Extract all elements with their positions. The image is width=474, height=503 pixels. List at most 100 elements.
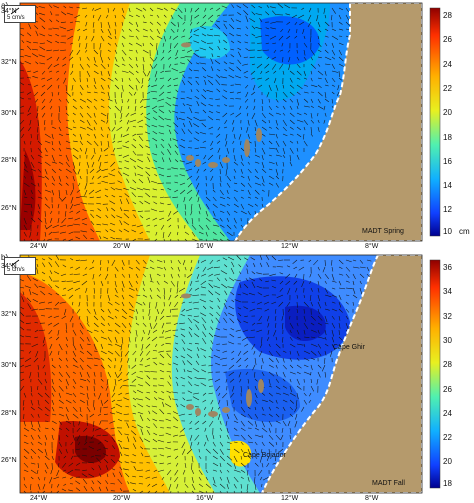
current-vector-arrow: [172, 411, 179, 415]
current-vector-arrow: [289, 357, 293, 362]
current-vector-arrow: [195, 175, 200, 181]
current-vector-arrow: [151, 84, 158, 87]
current-vector-arrow: [156, 266, 163, 269]
current-vector-arrow: [64, 308, 67, 316]
current-vector-arrow: [323, 105, 326, 111]
current-vector-arrow: [259, 18, 263, 23]
current-vector-arrow: [188, 301, 193, 303]
current-vector-arrow: [240, 441, 244, 446]
scale-label: 5 cm/s: [7, 15, 25, 21]
current-vector-arrow: [156, 14, 160, 18]
current-vector-arrow: [86, 392, 89, 400]
lat-label: 34°N: [1, 263, 17, 270]
lat-label: 32°N: [1, 59, 17, 66]
current-vector-arrow: [100, 105, 105, 108]
current-vector-arrow: [114, 322, 121, 328]
current-vector-arrow: [23, 224, 28, 231]
current-vector-arrow: [191, 490, 195, 493]
current-vector-arrow: [79, 56, 81, 61]
current-vector-arrow: [289, 154, 291, 162]
current-vector-arrow: [296, 147, 299, 152]
current-vector-arrow: [225, 54, 228, 58]
current-vector-arrow: [303, 35, 306, 39]
colorbar-tick: 26: [443, 385, 452, 394]
current-vector-arrow: [132, 126, 137, 128]
current-vector-arrow: [76, 434, 81, 441]
current-vector-arrow: [100, 329, 104, 334]
current-vector-arrow: [70, 70, 74, 75]
current-vector-arrow: [233, 420, 239, 424]
current-vector-arrow: [324, 14, 327, 19]
current-vector-arrow: [359, 280, 362, 285]
current-vector-arrow: [72, 392, 77, 398]
current-vector-arrow: [135, 273, 139, 279]
current-vector-arrow: [95, 230, 102, 233]
current-vector-arrow: [195, 131, 200, 135]
current-vector-arrow: [121, 84, 124, 92]
colorbar-tick: 26: [443, 35, 452, 44]
current-vector-arrow: [205, 238, 208, 241]
current-vector-arrow: [203, 76, 207, 79]
current-vector-arrow: [96, 196, 102, 198]
current-vector-arrow: [104, 188, 109, 191]
current-vector-arrow: [75, 236, 81, 240]
colorbar-tick: 22: [443, 433, 452, 442]
current-vector-arrow: [226, 238, 231, 241]
current-vector-arrow: [186, 49, 193, 53]
current-vector-arrow: [182, 122, 186, 128]
current-vector-arrow: [141, 343, 144, 351]
current-vector-arrow: [331, 273, 335, 281]
current-vector-arrow: [202, 67, 207, 72]
current-vector-arrow: [303, 77, 308, 80]
current-vector-arrow: [151, 483, 158, 487]
current-vector-arrow: [185, 168, 193, 172]
current-vector-arrow: [260, 448, 263, 454]
current-vector-arrow: [243, 10, 249, 16]
current-vector-arrow: [71, 63, 74, 68]
current-vector-arrow: [161, 483, 165, 487]
current-vector-arrow: [67, 35, 74, 40]
current-vector-arrow: [93, 56, 96, 63]
current-vector-arrow: [100, 77, 106, 82]
current-vector-arrow: [286, 265, 291, 268]
current-vector-arrow: [41, 98, 46, 104]
current-vector-arrow: [103, 236, 109, 240]
current-vector-arrow: [91, 154, 95, 160]
current-vector-arrow: [149, 56, 155, 62]
current-vector-arrow: [72, 133, 77, 137]
current-vector-arrow: [86, 343, 91, 345]
current-vector-arrow: [128, 70, 134, 75]
current-vector-arrow: [289, 126, 294, 130]
current-vector-arrow: [85, 35, 88, 40]
current-vector-arrow: [107, 42, 112, 46]
current-vector-arrow: [322, 266, 326, 273]
current-vector-arrow: [173, 425, 179, 429]
current-vector-arrow: [72, 385, 76, 389]
current-vector-arrow: [48, 231, 53, 235]
current-vector-arrow: [76, 462, 81, 466]
current-vector-arrow: [131, 229, 137, 233]
current-vector-arrow: [52, 224, 60, 228]
current-vector-arrow: [151, 336, 158, 342]
current-vector-arrow: [53, 5, 60, 9]
current-vector-arrow: [114, 315, 118, 319]
current-vector-arrow: [149, 14, 153, 17]
current-vector-arrow: [287, 287, 291, 295]
current-vector-arrow: [82, 478, 88, 485]
current-vector-arrow: [214, 23, 221, 30]
current-vector-arrow: [317, 364, 322, 369]
current-vector-arrow: [117, 439, 123, 443]
current-vector-arrow: [145, 145, 151, 149]
current-vector-arrow: [44, 154, 49, 156]
current-vector-arrow: [58, 98, 62, 102]
current-vector-arrow: [269, 273, 277, 276]
current-vector-arrow: [331, 287, 336, 290]
current-vector-arrow: [310, 336, 316, 338]
current-vector-arrow: [142, 56, 145, 63]
current-vector-arrow: [62, 476, 67, 479]
current-vector-arrow: [58, 399, 64, 404]
current-vector-arrow: [37, 413, 40, 418]
current-vector-arrow: [49, 270, 53, 275]
lon-label: 20°W: [113, 495, 131, 502]
current-vector-arrow: [219, 210, 225, 213]
